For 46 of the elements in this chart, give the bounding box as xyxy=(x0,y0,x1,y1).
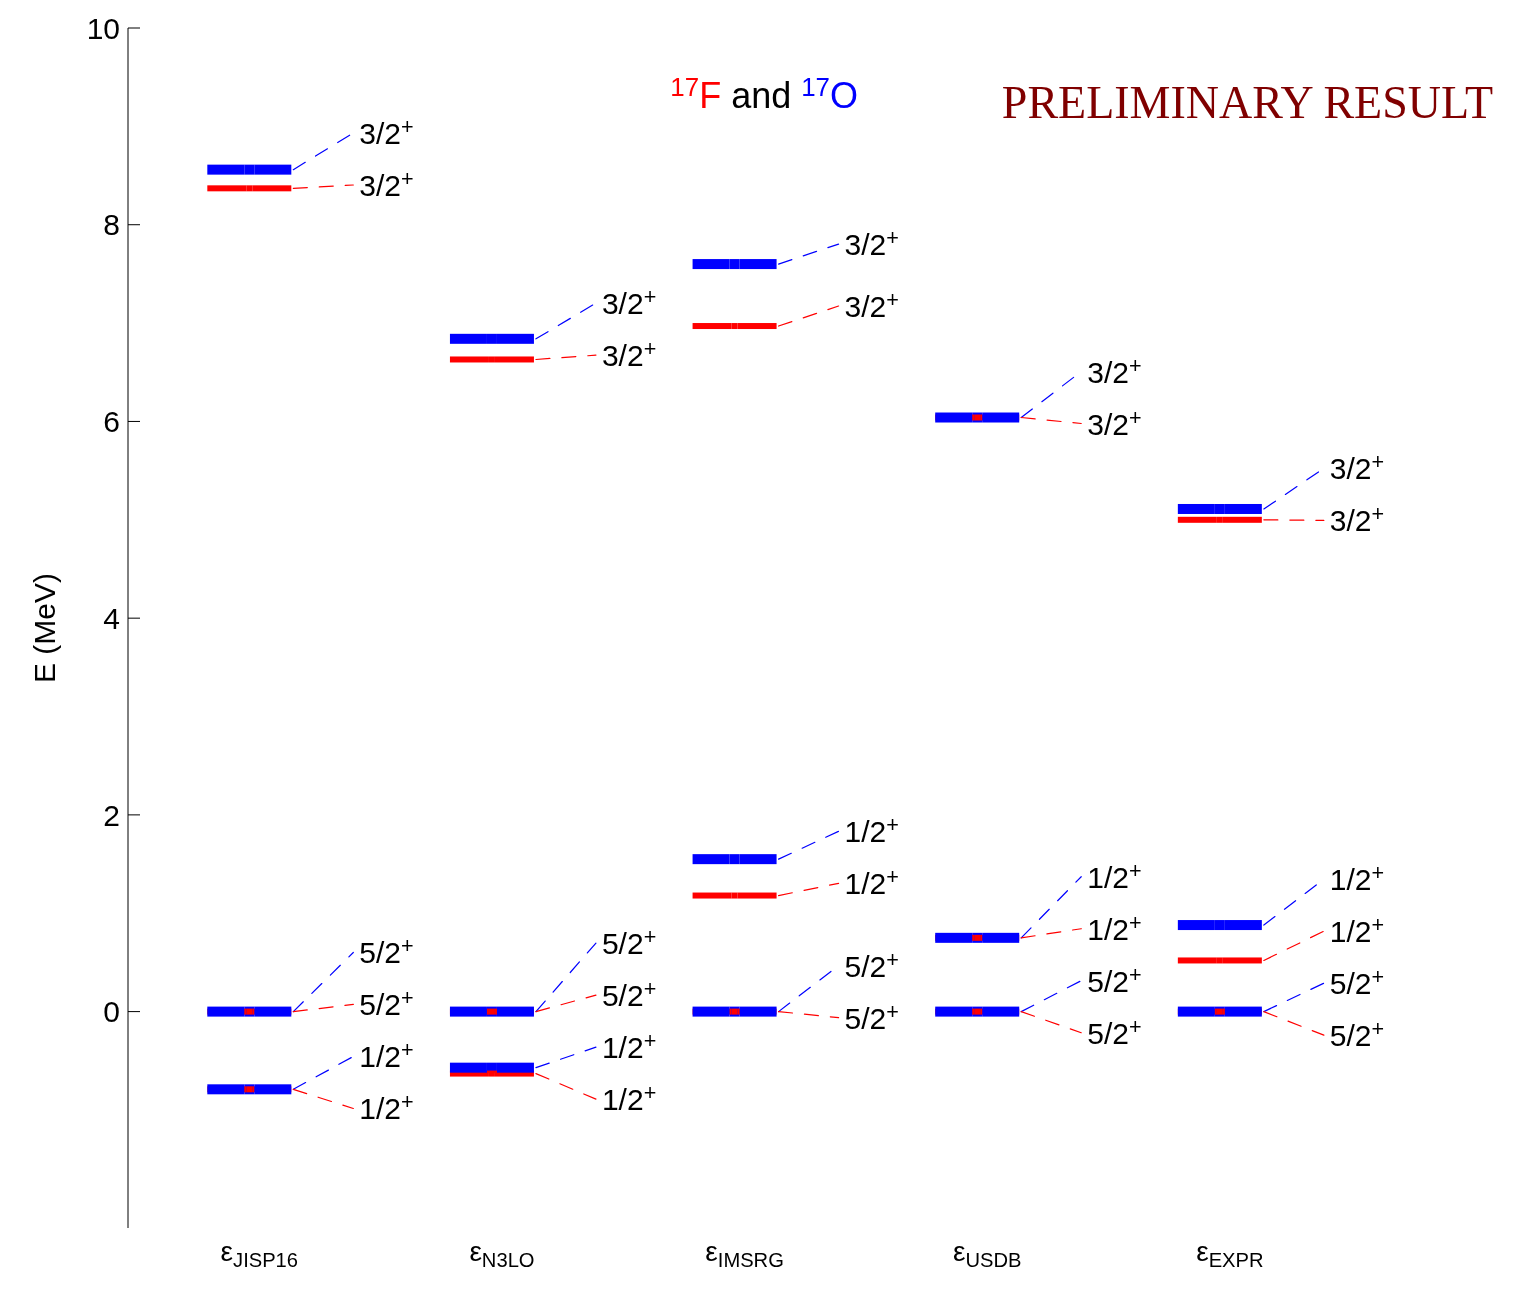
annotation: 5/2$^{+}$ xyxy=(601,976,657,1013)
annotation: 1/2$^{+}$ xyxy=(844,812,899,849)
annotation: 3/2$^{+}$ xyxy=(1329,501,1385,538)
annotation: 1/2$^{+}$ xyxy=(359,1089,414,1126)
annotation: 5/2$^{+}$ xyxy=(844,998,899,1035)
annotation: 1/2$^{+}$ xyxy=(1087,909,1142,946)
annotation: 5/2$^{+}$ xyxy=(844,946,899,983)
y-tick-label: 2 xyxy=(103,798,120,832)
annotation: 3/2$^{+}$ xyxy=(1329,449,1385,486)
annotation: 3/2$^{+}$ xyxy=(601,336,657,373)
x-tick-label: ε$_{EXPR}$ xyxy=(1196,1236,1264,1271)
annotation: 1/2$^{+}$ xyxy=(601,1080,657,1117)
text: $^{17}$O xyxy=(801,73,859,116)
annotation: 5/2$^{+}$ xyxy=(601,924,657,961)
annotation: 1/2$^{+}$ xyxy=(601,1028,657,1065)
annotation: 3/2$^{+}$ xyxy=(359,166,414,202)
annotation: 5/2$^{+}$ xyxy=(1329,964,1385,1001)
y-tick-label: 10 xyxy=(86,11,120,45)
text: $^{17}$F xyxy=(670,73,722,116)
annotation: PRELIMINARY RESULT xyxy=(1001,77,1493,128)
annotation: 3/2$^{+}$ xyxy=(1087,352,1142,389)
y-tick-label: 0 xyxy=(103,995,120,1029)
x-tick-label: ε$_{N3LO}$ xyxy=(469,1236,535,1271)
annotation: 5/2$^{+}$ xyxy=(1329,1016,1385,1053)
x-tick-label: ε$_{IMSRG}$ xyxy=(705,1236,784,1271)
y-tick-label: 4 xyxy=(103,601,120,635)
annotation: 1/2$^{+}$ xyxy=(1329,860,1385,897)
annotation: 1/2$^{+}$ xyxy=(1329,912,1385,949)
annotation: 5/2$^{+}$ xyxy=(359,933,414,970)
y-tick-label: 6 xyxy=(103,405,120,439)
annotation: 5/2$^{+}$ xyxy=(1087,1013,1142,1050)
y-tick-label: 8 xyxy=(103,208,120,242)
annotation: 3/2$^{+}$ xyxy=(601,284,657,321)
x-tick-label: ε$_{USDB}$ xyxy=(952,1236,1022,1271)
annotation: 1/2$^{+}$ xyxy=(844,864,899,901)
annotation: 5/2$^{+}$ xyxy=(359,985,414,1022)
annotation: 3/2$^{+}$ xyxy=(844,287,899,324)
annotation: 1/2$^{+}$ xyxy=(359,1037,414,1074)
annotation: 3/2$^{+}$ xyxy=(844,225,899,262)
annotation: 1/2$^{+}$ xyxy=(1087,857,1142,894)
annotation: 3/2$^{+}$ xyxy=(359,114,414,150)
x-tick-label: ε$_{JISP16}$ xyxy=(220,1236,299,1271)
annotation: 3/2$^{+}$ xyxy=(1087,404,1142,441)
annotation: 5/2$^{+}$ xyxy=(1087,961,1142,998)
y-axis-title: E (MeV) xyxy=(27,572,61,684)
legend-title: and xyxy=(721,75,802,116)
